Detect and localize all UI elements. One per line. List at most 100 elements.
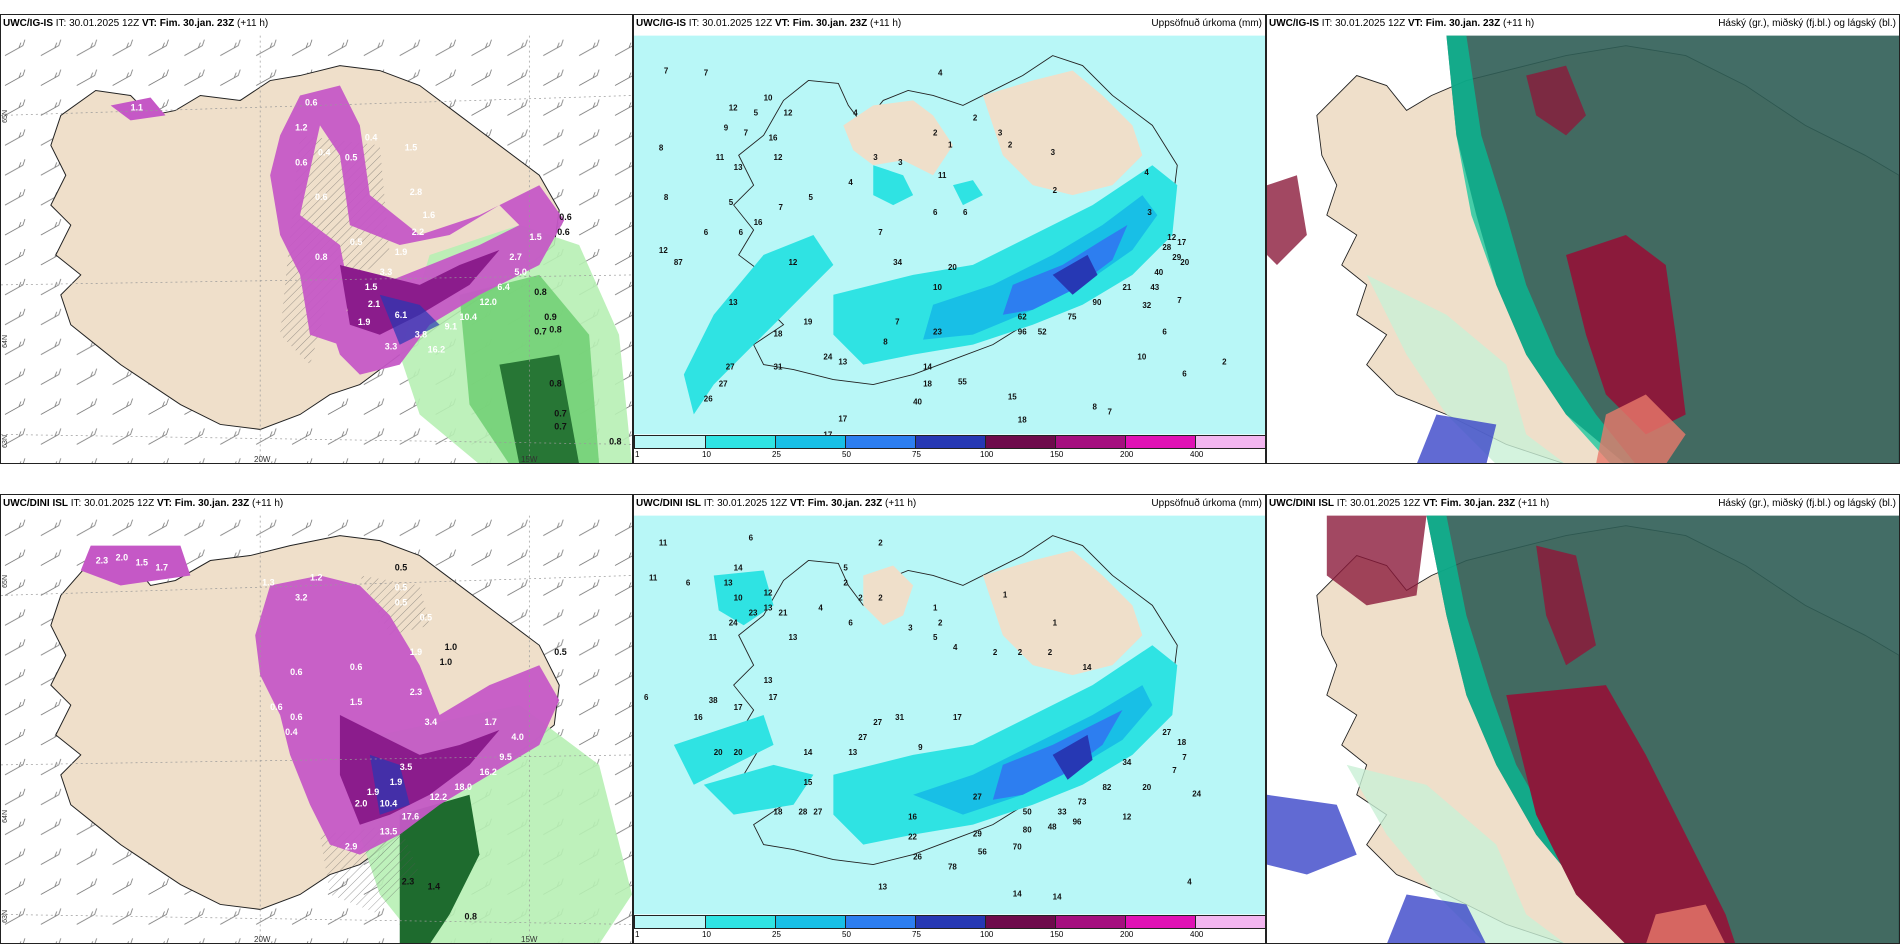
precip-value: 7 [895, 318, 900, 327]
legend-swatch [1195, 915, 1265, 929]
precip-value: 34 [893, 258, 902, 267]
precip-value: 2.1 [368, 299, 380, 309]
panel-title: UWC/DINI ISL IT: 30.01.2025 12Z VT: Fim.… [1269, 498, 1550, 509]
precip-value: 18 [1177, 738, 1186, 747]
precip-value: 12.0 [479, 297, 496, 307]
legend-swatch [1055, 915, 1126, 929]
precip-value: 0.6 [559, 212, 571, 222]
precip-value: 0.6 [315, 192, 327, 202]
precip-value: 1 [1053, 618, 1058, 627]
precip-value: 2 [1008, 140, 1013, 149]
precip-value: 6.1 [395, 310, 407, 320]
panel-top-mid: UWC/IG-IS IT: 30.01.2025 12Z VT: Fim. 30… [633, 14, 1266, 464]
legend-label: 50 [842, 930, 851, 939]
precip-value: 13 [838, 358, 847, 367]
precip-value: 27 [873, 718, 882, 727]
precip-value: 0.8 [465, 911, 477, 921]
land-dry [863, 565, 914, 626]
panel-top-left: UWC/IG-IS IT: 30.01.2025 12Z VT: Fim. 30… [0, 14, 633, 464]
precip-value: 0.5 [554, 647, 566, 657]
precip-value: 14 [1053, 892, 1062, 901]
precip-value: 90 [1093, 298, 1102, 307]
precip-value: 11 [938, 171, 947, 180]
precip-value: 3.3 [385, 342, 397, 352]
precip-value: 13 [724, 578, 733, 587]
legend-label: 1 [635, 450, 640, 459]
legend-swatch [634, 915, 706, 929]
legend-swatch [775, 915, 846, 929]
panel-title: UWC/IG-IS IT: 30.01.2025 12Z VT: Fim. 30… [3, 18, 269, 29]
panel-right-title: Uppsöfnuð úrkoma (mm) [1151, 498, 1262, 509]
precip-values: 2.3 2.0 1.5 1.7 1.3 3.2 1.2 0.5 0.5 0.5 … [96, 553, 567, 922]
precip-value: 10 [734, 593, 743, 602]
precip-value: 40 [1154, 268, 1163, 277]
lat-label: 65N [2, 110, 9, 123]
precip-value: 18.0 [455, 782, 472, 792]
precip-value: 3.4 [425, 717, 437, 727]
legend-swatch [985, 435, 1056, 449]
panel-bottom-right: UWC/DINI ISL IT: 30.01.2025 12Z VT: Fim.… [1266, 494, 1900, 944]
legend-swatch [1195, 435, 1265, 449]
precip-value: 1.0 [440, 657, 452, 667]
precip-value: 13 [878, 882, 887, 891]
cloud-red [1566, 235, 1686, 435]
precip-value: 87 [674, 258, 683, 267]
land-dry [982, 70, 1143, 196]
legend-label: 150 [1050, 450, 1064, 459]
precip-value: 1.1 [131, 102, 143, 112]
panel-right-title: Háský (gr.), miðský (fj.bl.) og lágský (… [1718, 18, 1896, 29]
precip-value: 2 [1018, 648, 1023, 657]
precip-value: 2 [843, 578, 848, 587]
precip-value: 22 [908, 833, 917, 842]
precip-value: 23 [749, 608, 758, 617]
legend-swatch [705, 915, 776, 929]
precip-value: 27 [726, 363, 735, 372]
precip-value: 78 [948, 863, 957, 872]
precip-value: 38 [709, 696, 718, 705]
panel-right-title: Uppsöfnuð úrkoma (mm) [1151, 18, 1262, 29]
precip-value: 8 [1093, 402, 1098, 411]
legend-label: 100 [980, 930, 994, 939]
precip-value: 1.9 [395, 247, 407, 257]
precip-value: 2.3 [410, 687, 422, 697]
precip-value: 0.4 [318, 147, 330, 157]
precip-value: 3.5 [400, 762, 412, 772]
precip-value: 1.5 [529, 232, 541, 242]
precip-value: 2.3 [402, 877, 414, 887]
precip-value: 17 [769, 693, 778, 702]
precip-value: 9 [918, 743, 923, 752]
precip-value: 17 [953, 713, 962, 722]
precip-10 [683, 235, 834, 415]
precip-value: 16 [769, 133, 778, 142]
legend-label: 400 [1190, 930, 1204, 939]
precip-value: 34 [1122, 758, 1131, 767]
precip-value: 1 [948, 140, 953, 149]
precip-value: 2.9 [345, 842, 357, 852]
panel-title: UWC/DINI ISL IT: 30.01.2025 12Z VT: Fim.… [636, 498, 917, 509]
precip-value: 13 [789, 633, 798, 642]
precip-value: 0.5 [345, 152, 357, 162]
precip-value: 16 [908, 813, 917, 822]
precip-value: 2 [858, 593, 863, 602]
precip-value: 11 [659, 539, 668, 548]
precip-value: 32 [1142, 301, 1151, 310]
precip-value: 14 [803, 748, 812, 757]
precip-value: 70 [1013, 843, 1022, 852]
precip-value: 20 [714, 748, 723, 757]
precip-value: 18 [774, 808, 783, 817]
precip-value: 73 [1078, 798, 1087, 807]
precip-value: 5 [933, 633, 938, 642]
precip-value: 18 [923, 380, 932, 389]
cloud-red [1506, 685, 1736, 943]
precip-value: 0.6 [295, 157, 307, 167]
precip-value: 11 [709, 633, 718, 642]
precip-value: 12 [729, 103, 738, 112]
legend-swatch [845, 915, 916, 929]
accumulated-precip-map: 7 7 4 5 12 10 12 9 7 16 11 13 12 8 6 5 6… [634, 35, 1265, 435]
precip-value: 8 [659, 143, 664, 152]
precip-10 [703, 764, 814, 815]
precip-value: 1.7 [484, 717, 496, 727]
precip-value: 2 [878, 539, 883, 548]
precip-value: 1.7 [156, 563, 168, 573]
precip-value: 3.8 [415, 330, 427, 340]
